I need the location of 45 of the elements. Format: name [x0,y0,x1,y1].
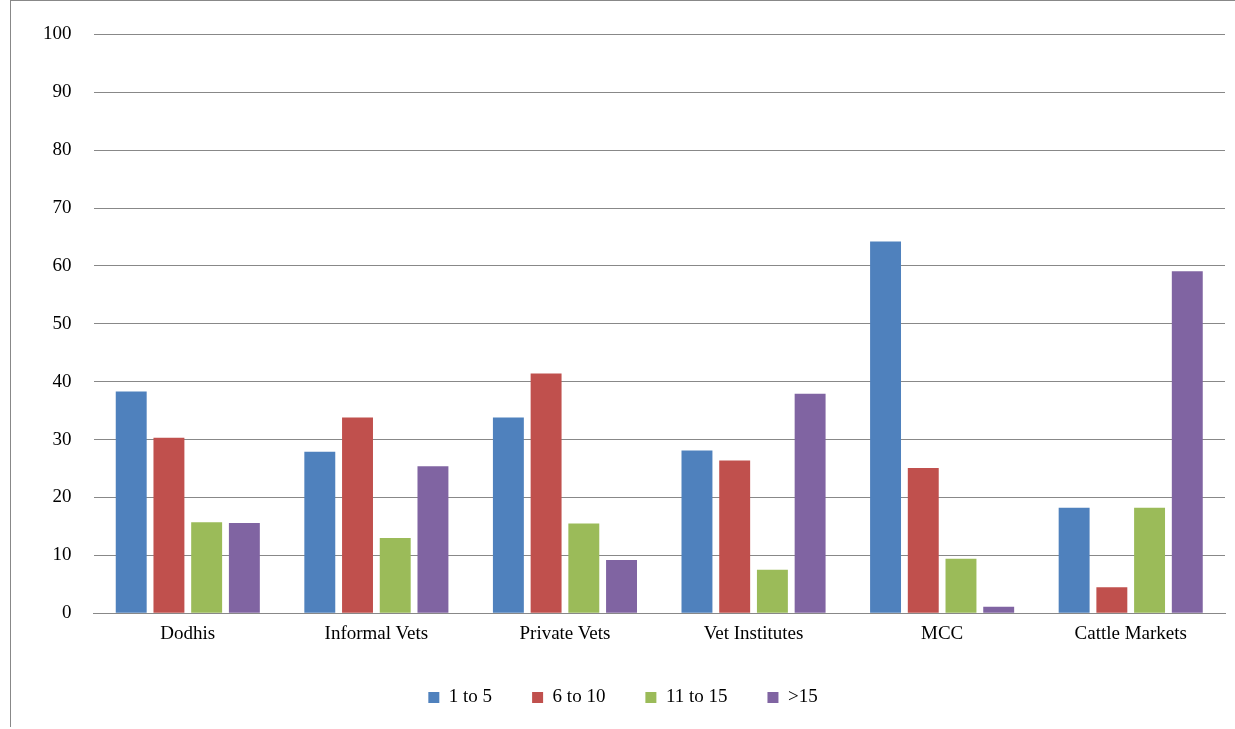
y-tick-label: 60 [52,253,72,275]
y-tick-label: 10 [52,543,72,565]
y-tick-label: 0 [62,601,72,623]
bar [1171,271,1203,613]
y-tick-label: 30 [52,427,72,449]
bar [719,460,751,613]
bar [907,467,939,613]
bar [492,417,524,613]
bar [379,537,411,613]
x-tick-label: Private Vets [519,621,611,643]
bar [342,417,373,613]
bar [1134,507,1166,613]
x-tick-label: Vet Institutes [703,621,804,643]
bar [1058,507,1090,613]
bar [191,522,223,613]
bar [153,437,185,613]
bar [1096,587,1128,613]
bar [115,391,147,613]
legend-label: 1 to 5 [448,685,493,707]
y-tick-label: 40 [52,369,72,391]
bar [606,559,637,613]
bar [870,241,902,613]
bar [417,466,449,613]
bar [983,606,1015,613]
y-tick-label: 50 [52,311,72,333]
y-tick-label: 20 [52,485,72,507]
x-tick-label: Cattle Markets [1074,621,1187,643]
bar [304,451,336,613]
bar [228,522,260,613]
x-tick-label: MCC [921,621,964,643]
bar [756,569,788,613]
y-tick-label: 100 [43,22,72,44]
legend-label: >15 [787,685,818,707]
legend-label: 11 to 15 [665,685,728,707]
x-tick-label: Dodhis [160,621,216,643]
x-tick-label: Informal Vets [324,621,429,643]
bar [794,393,826,613]
y-tick-label: 90 [52,80,72,102]
legend-label: 6 to 10 [552,685,606,707]
bar [681,450,713,613]
bar [568,523,600,613]
y-tick-label: 70 [52,196,72,218]
bar [530,373,562,613]
y-tick-label: 80 [52,138,72,160]
bar [945,558,977,613]
